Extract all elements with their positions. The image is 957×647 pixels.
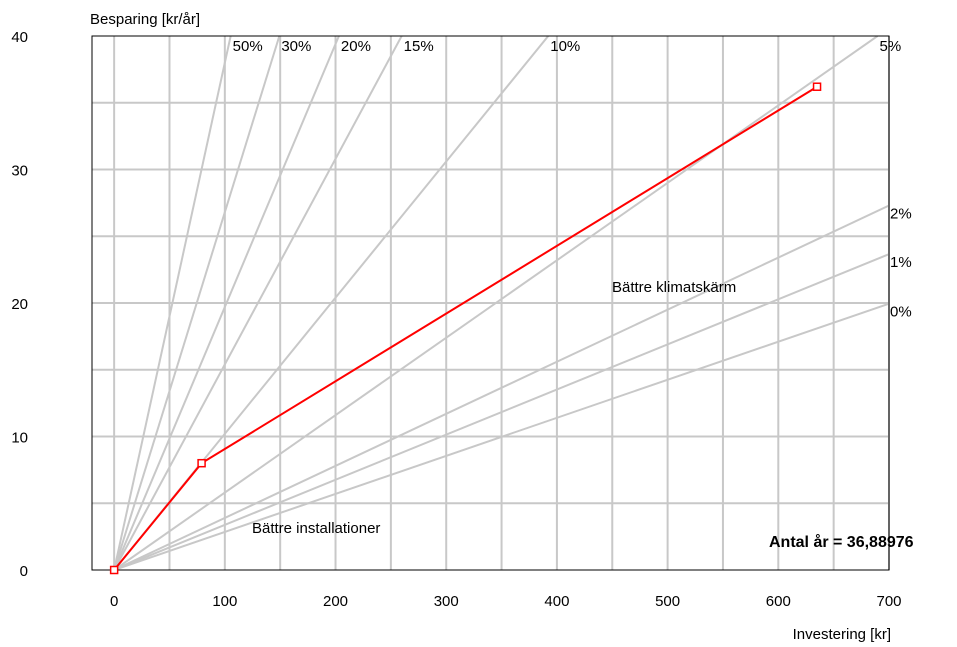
- rate-line: [113, 36, 340, 570]
- rate-line: [113, 253, 889, 570]
- x-tick-label: 200: [323, 593, 348, 610]
- grid: [92, 36, 890, 570]
- tick-labels: 0 100 200 300 400 500 600 700 0 10 20 30 40: [11, 29, 901, 610]
- y-tick-label: 40: [11, 29, 28, 46]
- series-line: [113, 85, 818, 571]
- data-point: [812, 82, 822, 91]
- data-point: [197, 458, 206, 468]
- rate-line: [113, 204, 889, 570]
- y-axis-title: Besparing [kr/år]: [90, 11, 200, 28]
- rate-label: 5%: [880, 38, 902, 55]
- rate-label: 30%: [281, 38, 311, 55]
- rate-line: [113, 36, 879, 570]
- y-tick-label: 30: [11, 163, 28, 180]
- rate-line: [113, 36, 403, 570]
- rate-label: 15%: [404, 38, 434, 55]
- x-tick-label: 300: [434, 593, 459, 610]
- rate-label: 10%: [550, 38, 580, 55]
- rate-line: [113, 36, 281, 570]
- rate-label: 0%: [890, 304, 912, 321]
- y-tick-label: 10: [11, 430, 28, 447]
- y-tick-label: 0: [20, 563, 28, 580]
- rate-line: [113, 302, 889, 570]
- region-annotation: Bättre klimatskärm: [612, 279, 736, 296]
- x-tick-label: 700: [876, 593, 901, 610]
- rate-label: 20%: [341, 38, 371, 55]
- rate-labels: 50% 30% 20% 15% 10% 5% 2% 1% 0%: [233, 38, 912, 321]
- x-tick-label: 600: [766, 593, 791, 610]
- x-axis-title: Investering [kr]: [793, 626, 891, 643]
- data-point: [109, 565, 119, 575]
- region-annotation: Bättre installationer: [252, 520, 380, 537]
- result-annotation: Antal år = 36,88976: [769, 533, 914, 551]
- rate-label: 2%: [890, 206, 912, 223]
- rate-label: 1%: [890, 254, 912, 271]
- annotations: Bättre installationer Bättre klimatskärm A…: [252, 279, 914, 551]
- x-tick-label: 400: [544, 593, 569, 610]
- rate-line: [113, 36, 232, 570]
- plot-frame: [91, 35, 890, 571]
- x-tick-label: 500: [655, 593, 680, 610]
- x-tick-label: 0: [110, 593, 118, 610]
- y-tick-label: 20: [11, 296, 28, 313]
- series: [109, 82, 822, 575]
- x-tick-label: 100: [212, 593, 237, 610]
- rate-label: 50%: [233, 38, 263, 55]
